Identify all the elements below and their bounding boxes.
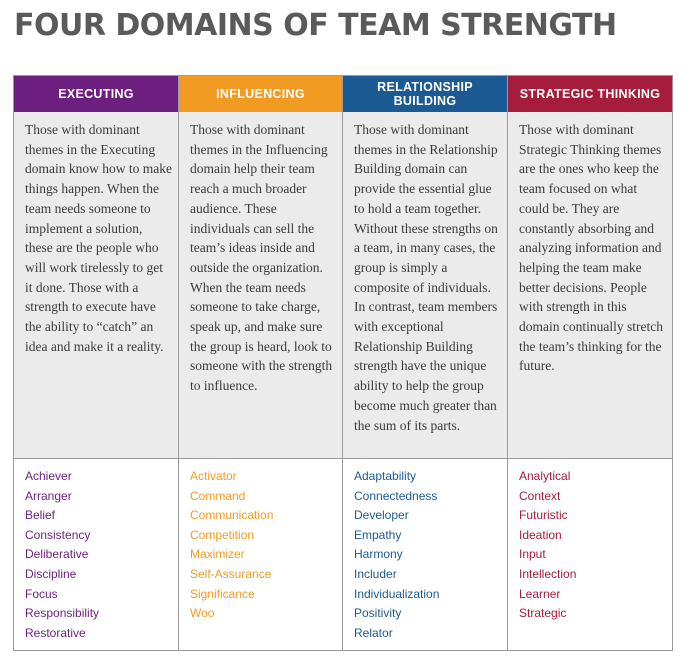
theme-list: Achiever Arranger Belief Consistency Deliber… [14, 458, 178, 643]
theme-item: Learner [519, 586, 561, 601]
domain-header: RELATIONSHIP BUILDING [343, 76, 507, 112]
theme-item: Positivity [354, 606, 402, 621]
theme-item: Context [519, 488, 561, 503]
theme-item: Empathy [354, 527, 402, 542]
theme-item: Focus [25, 586, 58, 601]
domain-description: Those with dominant themes in the Influe… [179, 112, 342, 458]
page-title: FOUR DOMAINS OF TEAM STRENGTH [14, 8, 617, 43]
theme-item: Futuristic [519, 508, 568, 523]
theme-item: Arranger [25, 488, 72, 503]
theme-item: Belief [25, 508, 56, 523]
theme-item: Ideation [519, 527, 562, 542]
theme-item: Developer [354, 508, 409, 523]
domain-description: Those with dominant themes in the Relati… [343, 112, 507, 458]
theme-item: Self-Assurance [190, 566, 272, 581]
theme-item: Maximizer [190, 547, 245, 562]
theme-list: Activator Command Communication Competition… [179, 458, 342, 624]
theme-item: Strategic [519, 606, 567, 621]
theme-item: Achiever [25, 469, 72, 483]
theme-item: Intellection [519, 566, 577, 581]
theme-item: Consistency [25, 527, 91, 542]
domain-column-influencing: INFLUENCING Those with dominant themes i… [179, 76, 343, 650]
theme-list: Adaptability Connectedness Developer Empath… [343, 458, 507, 643]
theme-item: Adaptability [354, 469, 417, 483]
theme-item: Discipline [25, 566, 77, 581]
theme-item: Restorative [25, 625, 86, 640]
theme-item: Harmony [354, 547, 403, 562]
domain-column-strategic-thinking: STRATEGIC THINKING Those with dominant S… [508, 76, 672, 650]
theme-item: Significance [190, 586, 255, 601]
theme-item: Communication [190, 508, 274, 523]
theme-item: Individualization [354, 586, 440, 601]
domain-column-executing: EXECUTING Those with dominant themes in … [14, 76, 179, 650]
theme-item: Includer [354, 566, 397, 581]
theme-item: Connectedness [354, 488, 438, 503]
domains-table: EXECUTING Those with dominant themes in … [13, 75, 673, 651]
domain-description: Those with dominant Strategic Thinking t… [508, 112, 672, 458]
domain-header: EXECUTING [14, 76, 178, 112]
domain-header: STRATEGIC THINKING [508, 76, 672, 112]
domain-header: INFLUENCING [179, 76, 342, 112]
theme-item: Woo [190, 606, 215, 621]
theme-item: Deliberative [25, 547, 89, 562]
theme-item: Relator [354, 625, 393, 640]
theme-item: Competition [190, 527, 255, 542]
domain-description: Those with dominant themes in the Execut… [14, 112, 178, 458]
theme-item: Activator [190, 469, 237, 483]
theme-item: Responsibility [25, 606, 100, 621]
theme-list: Analytical Context Futuristic Ideation Input… [508, 458, 672, 624]
theme-item: Input [519, 547, 546, 562]
theme-item: Command [190, 488, 246, 503]
domain-column-relationship-building: RELATIONSHIP BUILDING Those with dominan… [343, 76, 508, 650]
theme-item: Analytical [519, 469, 571, 483]
